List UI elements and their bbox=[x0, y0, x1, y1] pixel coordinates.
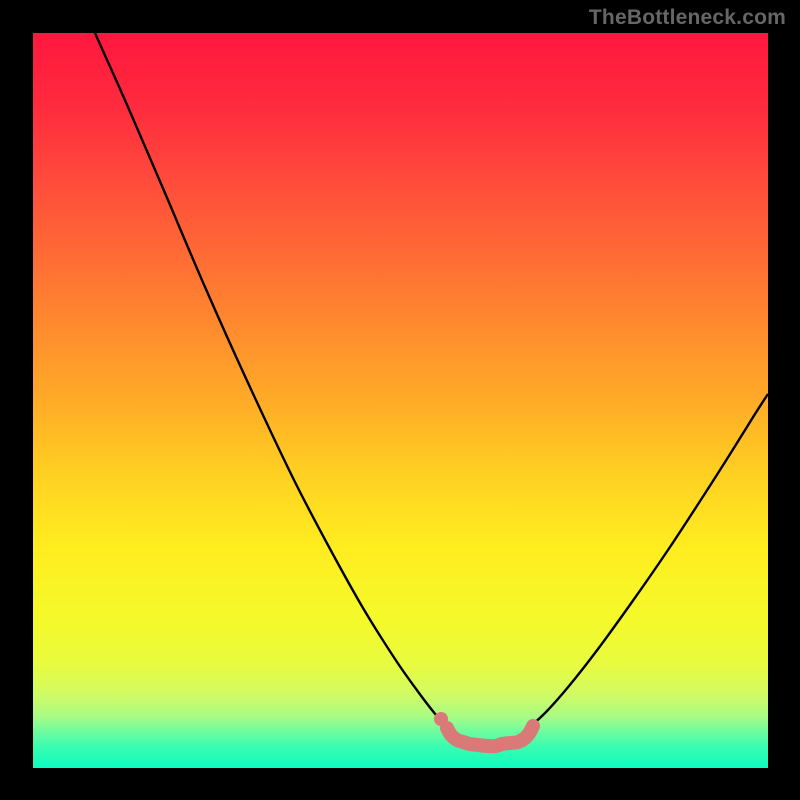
bottleneck-chart bbox=[0, 0, 800, 800]
chart-container: TheBottleneck.com bbox=[0, 0, 800, 800]
watermark-label: TheBottleneck.com bbox=[589, 6, 786, 30]
